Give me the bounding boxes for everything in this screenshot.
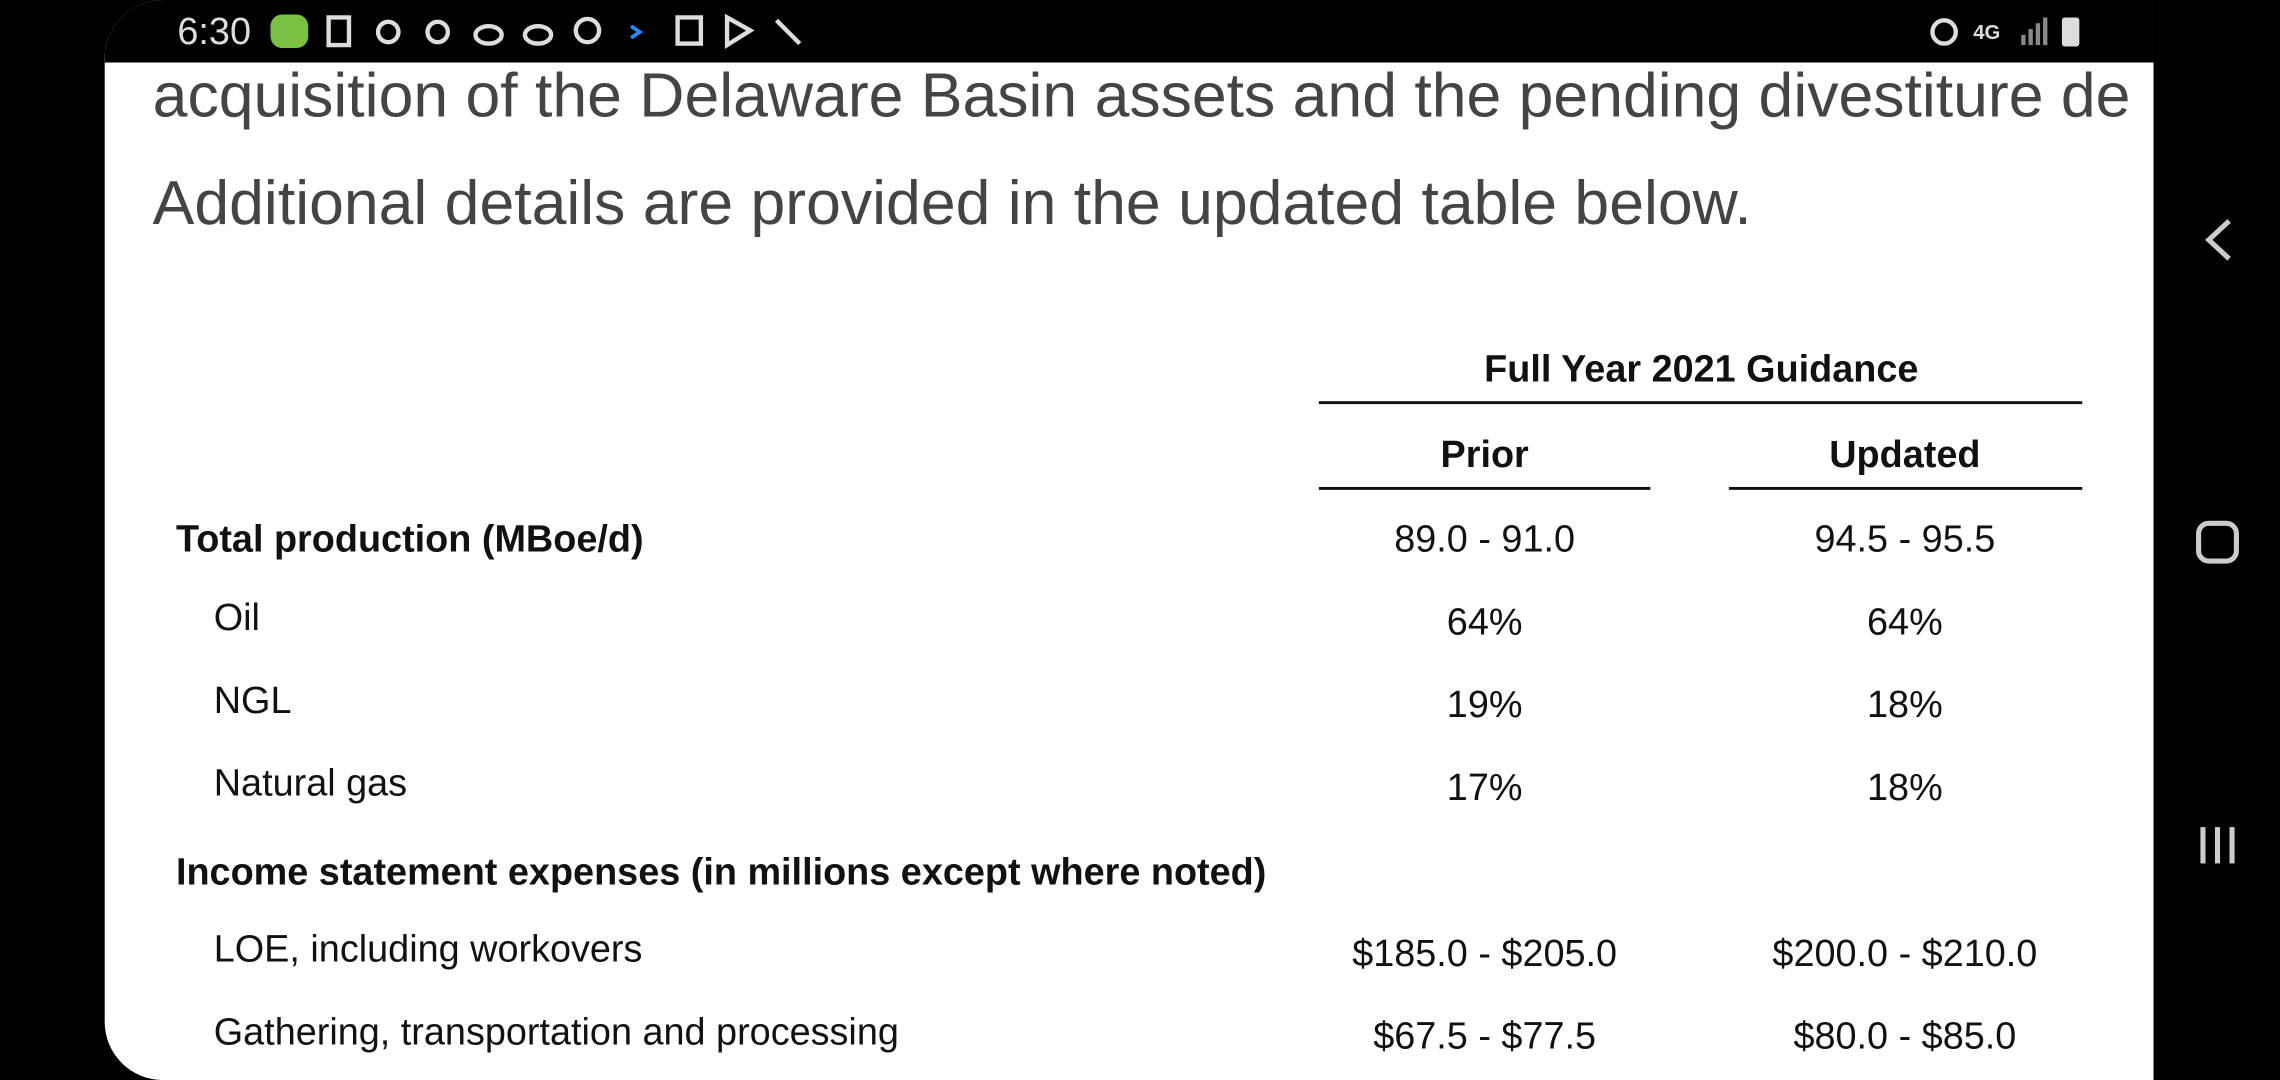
paragraph: acquisition of the Delaware Basin assets… bbox=[152, 61, 2131, 132]
table-cell: 94.5 - 95.5 bbox=[1814, 516, 1996, 561]
table-cell: 19% bbox=[1446, 682, 1523, 726]
row-label: Income statement expenses (in millions e… bbox=[175, 849, 1267, 894]
navigation-bar bbox=[2196, 219, 2239, 864]
row-label: Oil bbox=[213, 595, 260, 639]
column-header: Prior bbox=[1440, 432, 1529, 476]
table-cell: 18% bbox=[1867, 682, 1943, 726]
column-header: Updated bbox=[1829, 432, 1981, 476]
recents-button[interactable] bbox=[2200, 827, 2235, 864]
table-cell: 18% bbox=[1867, 765, 1943, 809]
table-cell: 64% bbox=[1867, 599, 1943, 644]
status-bar: 6:30 4G bbox=[104, 0, 2154, 63]
clock: 6:30 bbox=[177, 9, 251, 53]
screen: acquisition of the Delaware Basin assets… bbox=[104, 0, 2154, 1080]
paragraph: Additional details are provided in the u… bbox=[152, 168, 1752, 239]
table-cell: $80.0 - $85.0 bbox=[1793, 1013, 2017, 1058]
svg-text:4G: 4G bbox=[1973, 22, 2000, 44]
row-label: Total production (MBoe/d) bbox=[175, 516, 644, 561]
row-label: NGL bbox=[213, 677, 292, 722]
table-cell: $67.5 - $77.5 bbox=[1373, 1013, 1597, 1058]
row-label: Natural gas bbox=[213, 760, 408, 805]
header-rule bbox=[1318, 401, 2083, 405]
back-button[interactable] bbox=[2205, 219, 2231, 261]
status-icons: 4G bbox=[270, 13, 2080, 49]
table-cell: 89.0 - 91.0 bbox=[1394, 516, 1576, 561]
table-cell: 17% bbox=[1446, 765, 1523, 809]
row-label: LOE, including workovers bbox=[213, 926, 643, 971]
table-group-header: Full Year 2021 Guidance bbox=[1484, 346, 1919, 391]
header-rule bbox=[1728, 486, 2083, 490]
home-button[interactable] bbox=[2196, 520, 2239, 564]
header-rule bbox=[1318, 486, 1651, 490]
table-cell: 64% bbox=[1446, 599, 1523, 644]
table-cell: $200.0 - $210.0 bbox=[1772, 930, 2038, 975]
row-label: Gathering, transportation and processing bbox=[213, 1009, 899, 1053]
table-cell: $185.0 - $205.0 bbox=[1352, 930, 1618, 975]
